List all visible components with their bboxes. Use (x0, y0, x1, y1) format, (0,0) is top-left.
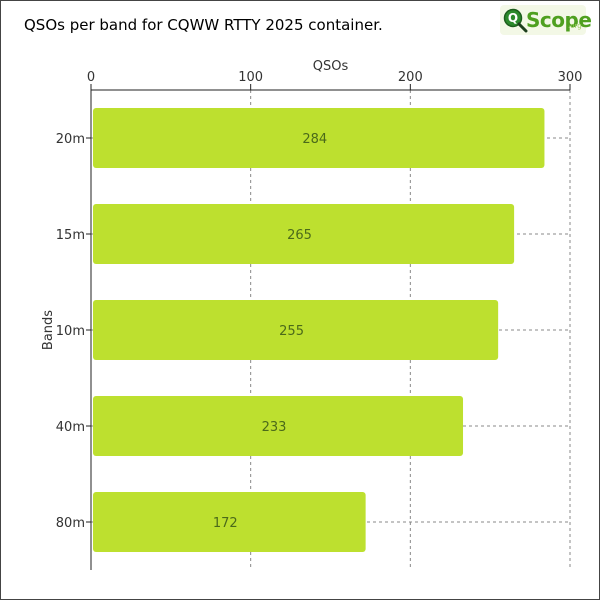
bar-40m (93, 396, 464, 456)
band-label: 10m (56, 324, 85, 339)
x-tick-label: 300 (558, 70, 583, 85)
bar-value-label: 265 (287, 228, 312, 243)
chart-title: QSOs per band for CQWW RTTY 2025 contain… (24, 16, 383, 34)
bar-value-label: 255 (279, 324, 304, 339)
x-tick-label: 200 (398, 70, 423, 85)
bars: 284 265 255 233 172 (93, 108, 545, 552)
logo-mark-letter: Q (508, 11, 518, 25)
bar-value-label: 284 (302, 132, 327, 147)
bar-80m (93, 492, 366, 552)
axes: 0 100 200 300 20m 15m 10m 40m 80m QSOs Bands (41, 59, 582, 570)
band-label: 80m (56, 516, 85, 531)
y-axis-title: Bands (41, 310, 56, 350)
magnifier-icon: Q (503, 8, 528, 33)
logo-suffix: .org (568, 22, 582, 30)
bar-value-label: 172 (213, 516, 238, 531)
band-label: 15m (56, 228, 85, 243)
qscope-logo: Q Scope .org (500, 5, 592, 35)
x-tick-label: 0 (87, 70, 95, 85)
logo-text: Scope (526, 8, 592, 32)
bar-15m (93, 204, 515, 264)
x-tick-label: 100 (238, 70, 263, 85)
bar-20m (93, 108, 545, 168)
bar-value-label: 233 (262, 420, 287, 435)
band-label: 40m (56, 420, 85, 435)
bar-10m (93, 300, 499, 360)
band-label: 20m (56, 132, 85, 147)
x-axis-title: QSOs (313, 59, 349, 74)
